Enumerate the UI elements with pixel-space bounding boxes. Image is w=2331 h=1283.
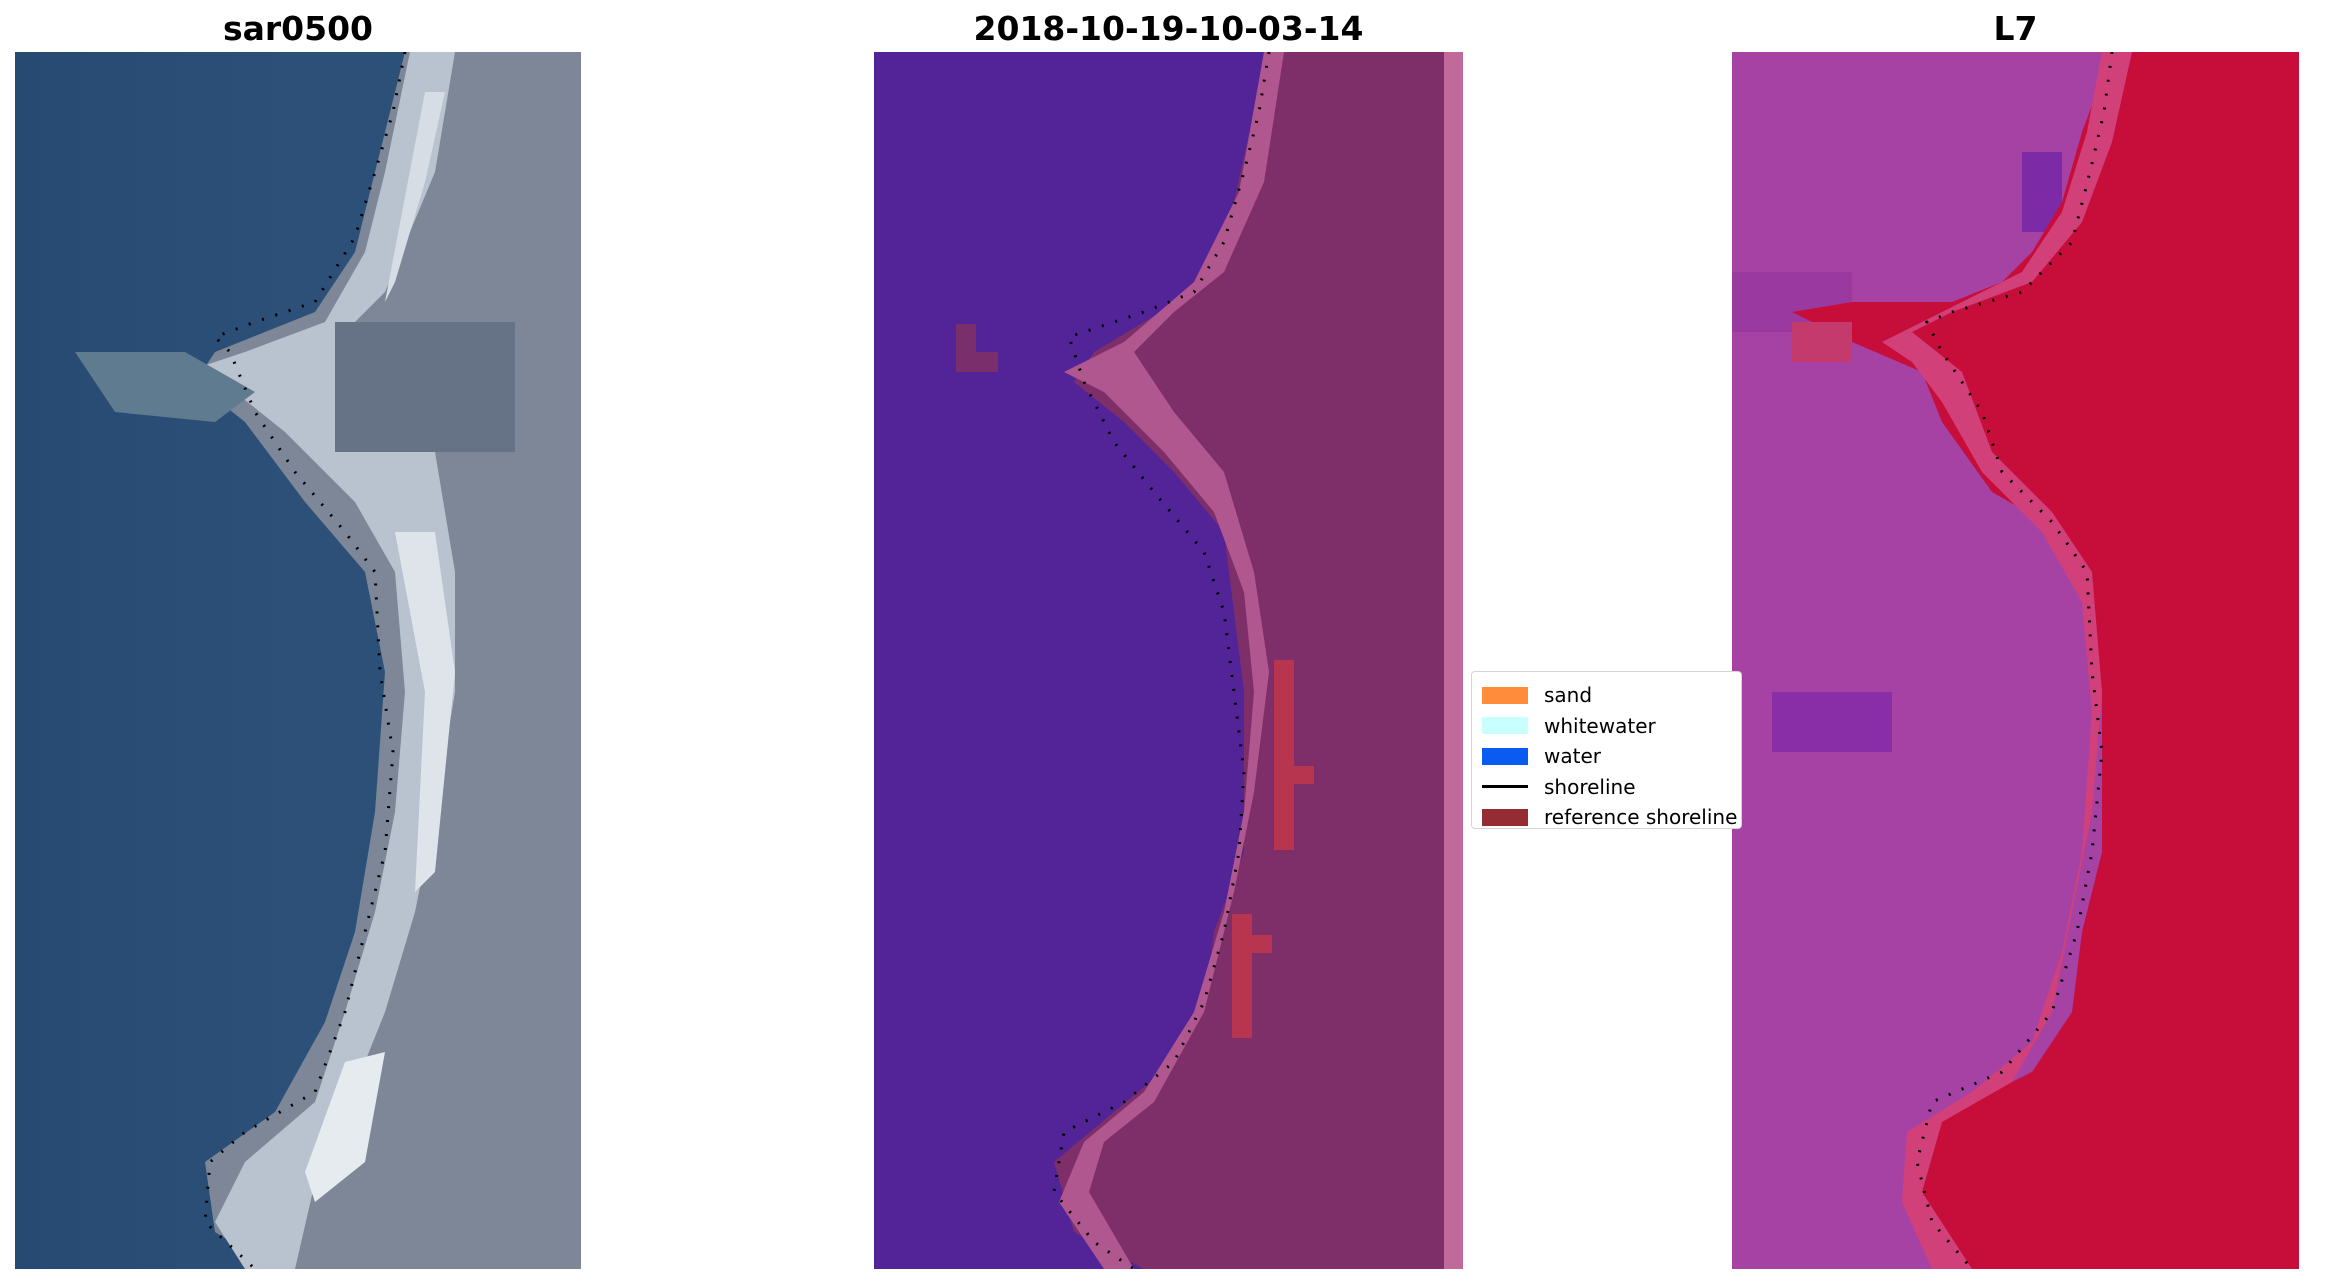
- beach-highlight: [385, 92, 445, 302]
- reference-shoreline-swatch: [1482, 808, 1528, 826]
- beach-area: [185, 52, 455, 1269]
- reference-shoreline-mark: [1232, 935, 1272, 953]
- shoreline-line: [203, 52, 407, 1269]
- reference-shoreline-mark: [1232, 914, 1252, 1038]
- image-edge-strip: [1444, 52, 1463, 1269]
- rgb-image-panel: [15, 52, 581, 1269]
- legend-label: shoreline: [1544, 774, 1636, 799]
- inland-patch: [335, 322, 515, 452]
- beach-highlight: [395, 532, 455, 892]
- whitewater-swatch: [1482, 717, 1528, 735]
- water-variation: [1772, 692, 1892, 752]
- legend-label: whitewater: [1544, 713, 1656, 738]
- legend-item-whitewater: whitewater: [1482, 711, 1741, 742]
- beach-edge-index: [1882, 52, 2132, 1269]
- reference-shoreline-mark: [1274, 766, 1314, 784]
- index-image: [1732, 52, 2299, 1269]
- legend-label: water: [1544, 744, 1601, 769]
- misclassified-patch: [956, 324, 976, 354]
- rgb-image: [15, 52, 581, 1269]
- beach-highlight: [305, 1052, 385, 1202]
- panel-title-index: L7: [1993, 9, 2038, 48]
- misclassified-patch: [956, 352, 998, 372]
- sand-swatch: [1482, 686, 1528, 704]
- legend: sand whitewater water shoreline referenc…: [1471, 671, 1742, 829]
- shoreline-swatch: [1482, 785, 1528, 789]
- sandbar-area: [75, 352, 255, 422]
- classified-image: [874, 52, 1463, 1269]
- classified-image-panel: [874, 52, 1463, 1269]
- reference-shoreline-mark: [1274, 660, 1294, 850]
- legend-label: sand: [1544, 683, 1593, 708]
- legend-item-sand: sand: [1482, 680, 1741, 711]
- legend-item-shoreline: shoreline: [1482, 772, 1741, 803]
- legend-label: reference shoreline: [1544, 805, 1738, 829]
- sandbar-index: [1792, 322, 1852, 362]
- beach-edge-class: [1059, 52, 1284, 1269]
- legend-item-water: water: [1482, 741, 1741, 772]
- legend-item-reference-shoreline: reference shoreline: [1482, 802, 1741, 829]
- panel-title-rgb: sar0500: [222, 9, 374, 48]
- water-swatch: [1482, 747, 1528, 765]
- index-image-panel: [1732, 52, 2299, 1269]
- panel-title-classified: 2018-10-19-10-03-14: [973, 9, 1364, 48]
